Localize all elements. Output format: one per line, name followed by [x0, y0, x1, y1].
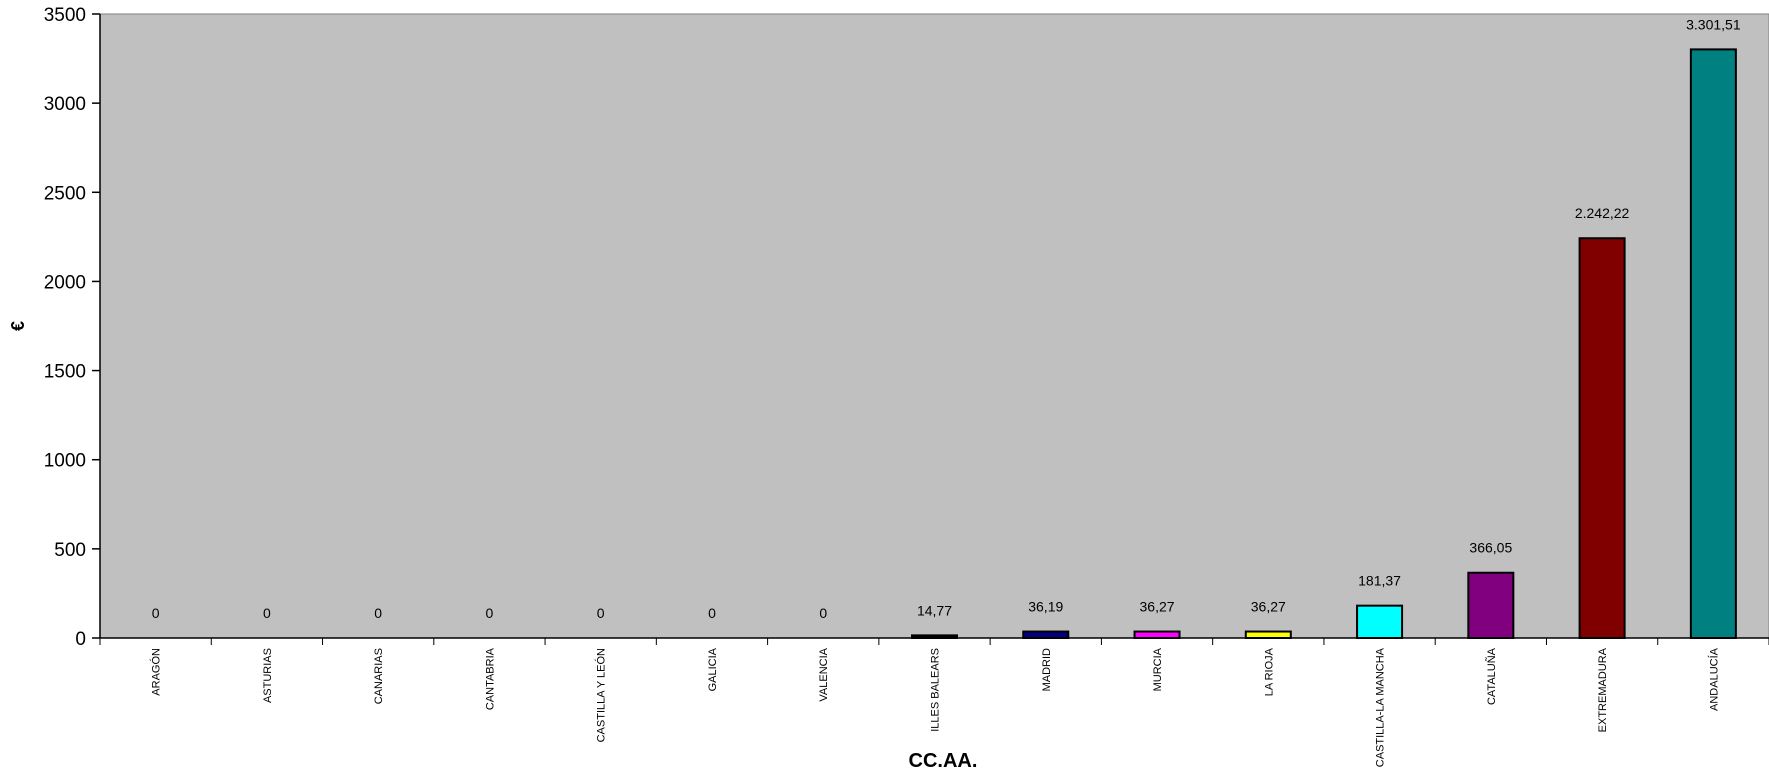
data-label: 2.242,22	[1575, 205, 1630, 221]
y-tick-label: 3500	[44, 5, 86, 26]
x-tick-label: EXTREMADURA	[1597, 647, 1609, 732]
x-tick-label: CASTILLA-LA MANCHA	[1375, 647, 1387, 767]
data-label: 0	[263, 605, 271, 621]
data-label: 36,27	[1251, 599, 1286, 615]
x-tick-label: VALENCIA	[818, 647, 830, 701]
bar	[1022, 630, 1070, 640]
data-label: 181,37	[1358, 573, 1401, 589]
axes-group	[99, 14, 1769, 639]
x-tick-label: CATALUÑA	[1485, 647, 1498, 705]
x-tick-label: CANTABRIA	[484, 647, 496, 710]
x-tick-label: CANARIAS	[373, 648, 385, 704]
bar	[1578, 237, 1626, 639]
plot-area	[99, 13, 1769, 639]
y-tick-label: 1000	[44, 451, 86, 472]
x-tick-label: ILLES BALEARS	[930, 648, 942, 732]
bar	[1689, 48, 1737, 639]
bar	[1467, 571, 1515, 640]
x-tick-label: MADRID	[1041, 648, 1053, 691]
data-label: 36,27	[1140, 599, 1175, 615]
bars-group	[911, 48, 1737, 640]
x-tick-label: ANDALUCÍA	[1707, 647, 1720, 711]
bar	[1356, 604, 1404, 639]
y-tick-label: 500	[54, 540, 86, 561]
bar	[1133, 630, 1181, 639]
data-label: 0	[708, 605, 716, 621]
bar	[1244, 630, 1292, 639]
data-label: 0	[597, 605, 605, 621]
x-tick-label: LA RIOJA	[1263, 647, 1275, 696]
x-tick-label: GALICIA	[707, 647, 719, 691]
data-label: 14,77	[917, 602, 952, 618]
x-tick-label: ASTURIAS	[262, 648, 274, 703]
y-ticks-group: 0 500 1000 1500 2000 2500 3000 3500	[44, 5, 100, 650]
data-label: 3.301,51	[1686, 16, 1741, 32]
x-tick-label: ARAGÓN	[150, 648, 163, 696]
y-tick-label: 0	[75, 629, 86, 650]
data-label: 0	[486, 605, 494, 621]
y-tick-label: 1500	[44, 362, 86, 383]
data-label: 0	[374, 605, 382, 621]
y-tick-label: 3000	[44, 94, 86, 115]
x-tick-label: MURCIA	[1152, 647, 1164, 691]
y-axis-title: €	[8, 321, 28, 331]
y-tick-label: 2500	[44, 183, 86, 204]
x-tick-label: CASTILLA Y LEÓN	[595, 648, 608, 742]
x-axis-title: CC.AA.	[909, 750, 978, 772]
data-label: 36,19	[1028, 599, 1063, 615]
x-ticks-group: ARAGÓN ASTURIAS CANARIAS CANTABRIA CASTILLA …	[99, 638, 1769, 767]
y-tick-label: 2000	[44, 272, 86, 293]
data-label: 0	[819, 605, 827, 621]
data-label: 0	[152, 605, 160, 621]
data-label: 366,05	[1469, 540, 1512, 556]
data-labels-group: 0 0 0 0 0 0 0 14,77 36,19 36,27 36,27 181,37 366,05 2…	[152, 16, 1741, 621]
